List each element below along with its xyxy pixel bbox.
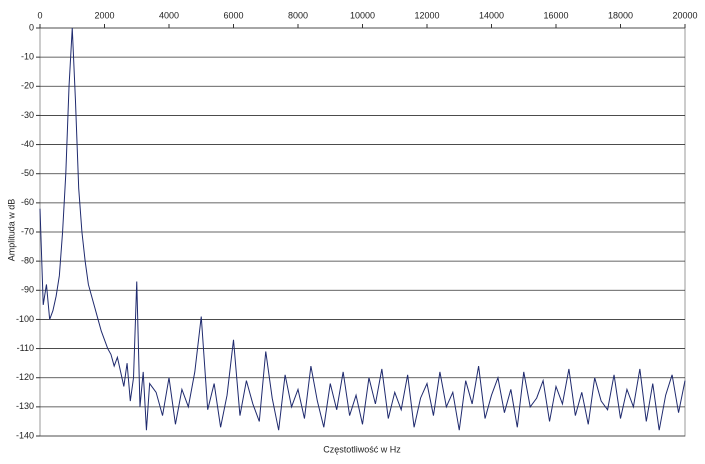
x-tick-label: 2000 [94, 10, 114, 20]
y-tick-label: -30 [21, 110, 34, 120]
data-line [39, 27, 686, 431]
y-tick-label: -140 [16, 430, 34, 440]
y-tick-label: -120 [16, 372, 34, 382]
x-tick-label: 6000 [223, 10, 243, 20]
y-tick-label: -70 [21, 226, 34, 236]
y-tick-label: -130 [16, 401, 34, 411]
x-tick-label: 8000 [288, 10, 308, 20]
y-tick-label: 0 [29, 22, 34, 32]
x-tick-label: 20000 [672, 10, 697, 20]
y-tick-label: -60 [21, 197, 34, 207]
x-axis-label: Częstotliwość w Hz [323, 444, 401, 454]
y-tick-label: -10 [21, 52, 34, 62]
y-tick-label: -90 [21, 285, 34, 295]
x-tick-label: 18000 [608, 10, 633, 20]
x-tick-label: 16000 [543, 10, 568, 20]
x-tick-label: 10000 [350, 10, 375, 20]
y-tick-label: -40 [21, 139, 34, 149]
y-tick-label: -50 [21, 168, 34, 178]
x-tick-label: 0 [37, 10, 42, 20]
y-tick-label: -80 [21, 256, 34, 266]
x-tick-label: 4000 [159, 10, 179, 20]
y-axis-label: Amplituda w dB [6, 199, 16, 262]
x-tick-label: 14000 [479, 10, 504, 20]
x-tick-label: 12000 [414, 10, 439, 20]
y-tick-label: -100 [16, 314, 34, 324]
y-tick-label: -110 [17, 343, 34, 353]
y-tick-label: -20 [21, 81, 34, 91]
